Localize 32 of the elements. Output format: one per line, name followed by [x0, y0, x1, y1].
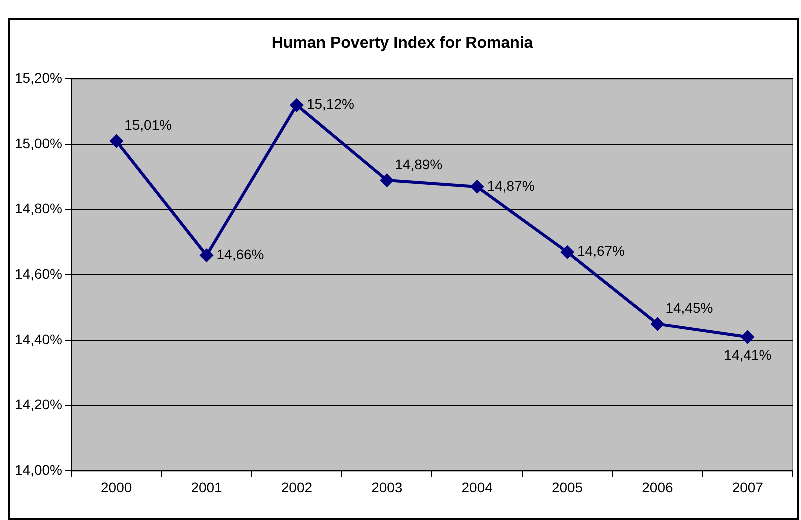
- chart-title: Human Poverty Index for Romania: [272, 35, 534, 52]
- point: [380, 173, 394, 188]
- point: [740, 330, 755, 344]
- point: [290, 98, 304, 112]
- data-label: 14,41%: [724, 347, 772, 364]
- y-tick-label: 14,00%: [15, 462, 62, 478]
- y-tick-label: 15,00%: [15, 135, 62, 152]
- data-label: 14,87%: [487, 178, 535, 194]
- data-label: 15,01%: [124, 117, 172, 134]
- y-tick-label: 14,60%: [15, 266, 62, 282]
- x-tick-label: 2007: [732, 479, 764, 496]
- x-tick-label: 2001: [191, 479, 223, 496]
- y-tick-label: 15,20%: [15, 70, 62, 86]
- x-tick-label: 2003: [372, 479, 403, 496]
- point: [110, 134, 124, 148]
- x-tick-label: 2004: [462, 479, 494, 496]
- point: [650, 317, 665, 332]
- y-tick-label: 14,80%: [15, 200, 62, 217]
- data-label: 14,89%: [395, 156, 443, 172]
- point: [200, 248, 214, 263]
- point: [560, 245, 575, 260]
- data-label: 14,66%: [216, 246, 264, 262]
- x-tick-label: 2005: [552, 479, 584, 496]
- x-tick-label: 2006: [642, 479, 674, 496]
- data-label: 15,12%: [306, 96, 354, 112]
- data-label: 14,45%: [666, 300, 714, 316]
- y-tick-label: 14,40%: [15, 331, 62, 348]
- y-tick-label: 14,20%: [15, 396, 62, 413]
- x-tick-label: 2002: [281, 479, 313, 496]
- x-tick-label: 2000: [101, 479, 132, 496]
- data-label: 14,67%: [578, 243, 626, 260]
- point: [470, 180, 484, 194]
